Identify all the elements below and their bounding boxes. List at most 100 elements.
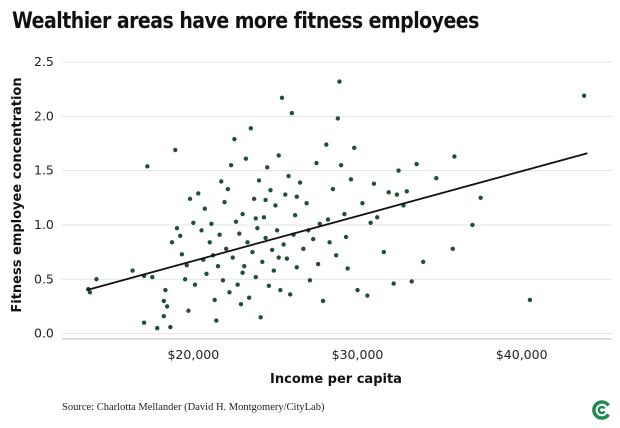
data-point	[386, 190, 391, 195]
data-point	[335, 116, 341, 121]
data-point	[246, 295, 252, 300]
x-tick-label: $40,000	[496, 347, 548, 362]
data-point	[237, 231, 242, 236]
y-tick-label: 1.0	[34, 217, 54, 232]
y-axis-ticks: 0.0 0.5 1.0 1.5 2.0 2.5	[34, 54, 54, 341]
data-point	[375, 215, 380, 220]
data-point	[219, 179, 224, 184]
data-point	[150, 274, 155, 280]
citylab-logo-icon	[592, 400, 610, 420]
data-point	[327, 240, 332, 245]
data-point	[324, 142, 329, 147]
x-axis-title: Income per capita	[270, 372, 402, 387]
data-point	[164, 304, 170, 309]
data-point	[337, 79, 342, 84]
data-point	[286, 173, 291, 179]
data-point	[404, 189, 409, 194]
data-point	[202, 206, 208, 211]
data-point	[292, 212, 298, 218]
data-point	[141, 320, 147, 325]
data-point	[235, 282, 240, 287]
data-point	[168, 324, 173, 330]
data-point	[320, 298, 326, 304]
data-point	[94, 277, 99, 282]
trend-line	[86, 152, 588, 291]
y-tick-label: 0.5	[34, 271, 54, 286]
data-point	[215, 264, 221, 269]
data-point	[250, 249, 255, 255]
data-point	[276, 153, 281, 158]
data-point	[199, 228, 204, 233]
data-point	[245, 240, 250, 245]
data-point	[217, 232, 222, 237]
data-point	[527, 297, 533, 303]
data-point	[223, 246, 229, 252]
data-point	[258, 315, 263, 320]
data-point	[87, 290, 93, 295]
data-point	[470, 222, 475, 228]
data-point	[294, 265, 299, 270]
data-point	[240, 211, 245, 217]
data-point	[256, 178, 262, 183]
data-point	[228, 162, 234, 168]
data-point	[191, 220, 196, 225]
gridlines	[62, 61, 612, 340]
x-axis-ticks: $20,000 $30,000 $40,000	[167, 347, 547, 362]
data-point	[196, 191, 201, 196]
data-point	[227, 290, 232, 295]
data-point	[284, 256, 290, 261]
data-point	[289, 110, 295, 116]
y-tick-label: 2.5	[34, 54, 54, 69]
data-point	[253, 274, 258, 280]
data-point	[130, 268, 135, 273]
data-point	[394, 192, 400, 197]
data-point	[230, 255, 235, 260]
data-point	[174, 226, 180, 231]
data-point	[163, 287, 168, 293]
source-note: Source: Charlotta Mellander (David H. Mo…	[62, 402, 325, 413]
data-point	[173, 147, 178, 153]
data-point	[273, 203, 278, 208]
data-point	[330, 186, 336, 192]
data-point	[225, 186, 231, 192]
data-point	[279, 95, 285, 101]
data-point	[345, 266, 350, 271]
data-point	[265, 165, 270, 170]
data-point	[271, 268, 276, 273]
data-point	[325, 217, 331, 222]
data-point	[263, 197, 268, 203]
data-point	[161, 313, 166, 319]
data-point	[414, 161, 419, 167]
data-point	[371, 181, 377, 186]
data-point	[342, 211, 347, 217]
data-point	[263, 235, 268, 241]
data-point	[355, 287, 360, 293]
data-point	[220, 278, 226, 283]
data-point	[238, 302, 244, 307]
data-point	[161, 298, 166, 304]
data-point	[297, 180, 303, 185]
data-point	[242, 264, 247, 269]
data-point	[260, 259, 265, 265]
x-tick-label: $20,000	[167, 347, 219, 362]
data-point	[420, 259, 426, 265]
data-point	[368, 220, 373, 225]
data-point	[186, 308, 191, 313]
data-point	[294, 194, 299, 199]
data-point	[314, 160, 319, 166]
data-point	[301, 246, 306, 252]
data-point	[283, 192, 288, 197]
data-point	[209, 221, 214, 227]
data-point	[233, 219, 239, 224]
y-axis-title: Fitness employee concentration	[10, 77, 25, 312]
data-point	[352, 145, 357, 151]
y-tick-label: 0.0	[34, 326, 54, 341]
data-point	[478, 195, 483, 200]
chart-title: Wealthier areas have more fitness employ…	[12, 9, 479, 34]
data-point	[155, 325, 160, 331]
data-point	[315, 261, 321, 267]
data-point	[317, 221, 322, 227]
data-point	[232, 136, 237, 142]
data-point	[307, 278, 313, 283]
